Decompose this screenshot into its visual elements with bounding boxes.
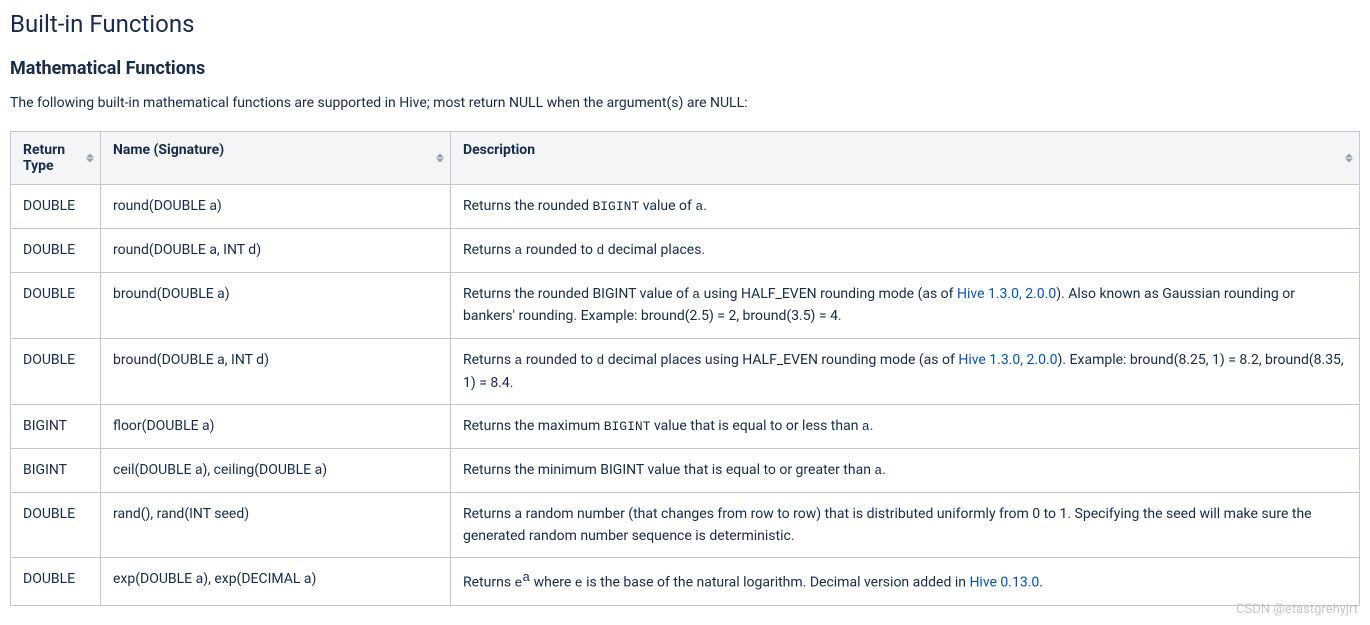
table-body: DOUBLEround(DOUBLE a)Returns the rounded… <box>11 185 1360 606</box>
cell-name: bround(DOUBLE a, INT d) <box>101 338 451 404</box>
inline-code: d <box>596 243 604 258</box>
page-title: Built-in Functions <box>10 10 1360 38</box>
inline-code: a <box>874 463 882 478</box>
inline-code: a <box>515 353 523 368</box>
cell-description: Returns the minimum BIGINT value that is… <box>451 448 1360 492</box>
table-row: BIGINTfloor(DOUBLE a)Returns the maximum… <box>11 404 1360 448</box>
sort-icon <box>86 154 94 163</box>
cell-name: exp(DOUBLE a), exp(DECIMAL a) <box>101 558 451 605</box>
column-label: Return Type <box>23 142 65 174</box>
cell-return-type: DOUBLE <box>11 338 101 404</box>
cell-return-type: DOUBLE <box>11 492 101 558</box>
cell-return-type: DOUBLE <box>11 272 101 338</box>
table-row: DOUBLEround(DOUBLE a)Returns the rounded… <box>11 185 1360 229</box>
cell-description: Returns ea where e is the base of the na… <box>451 558 1360 605</box>
watermark: CSDN @etastgrehyjrt <box>1236 602 1358 617</box>
inline-code: BIGINT <box>592 199 639 214</box>
cell-description: Returns a random number (that changes fr… <box>451 492 1360 558</box>
table-row: BIGINTceil(DOUBLE a), ceiling(DOUBLE a)R… <box>11 448 1360 492</box>
inline-code: a <box>692 287 700 302</box>
section-title: Mathematical Functions <box>10 58 1360 79</box>
sort-icon <box>1345 154 1353 163</box>
cell-return-type: DOUBLE <box>11 558 101 605</box>
inline-code: a <box>515 243 523 258</box>
version-link[interactable]: Hive 1.3.0, 2.0.0 <box>957 286 1056 302</box>
cell-description: Returns the maximum BIGINT value that is… <box>451 404 1360 448</box>
cell-description: Returns a rounded to d decimal places. <box>451 228 1360 272</box>
version-link[interactable]: Hive 1.3.0, 2.0.0 <box>958 352 1057 368</box>
inline-code: BIGINT <box>604 419 651 434</box>
column-return-type[interactable]: Return Type <box>11 132 101 185</box>
table-row: DOUBLEround(DOUBLE a, INT d)Returns a ro… <box>11 228 1360 272</box>
column-label: Name (Signature) <box>113 142 224 158</box>
cell-name: rand(), rand(INT seed) <box>101 492 451 558</box>
superscript: a <box>522 573 530 584</box>
cell-return-type: DOUBLE <box>11 185 101 229</box>
functions-table: Return Type Name (Signature) Description… <box>10 131 1360 606</box>
cell-name: round(DOUBLE a) <box>101 185 451 229</box>
table-row: DOUBLErand(), rand(INT seed)Returns a ra… <box>11 492 1360 558</box>
cell-description: Returns a rounded to d decimal places us… <box>451 338 1360 404</box>
table-row: DOUBLEbround(DOUBLE a, INT d)Returns a r… <box>11 338 1360 404</box>
inline-code: d <box>596 353 604 368</box>
intro-text: The following built-in mathematical func… <box>10 95 1360 111</box>
column-label: Description <box>463 142 535 158</box>
column-name[interactable]: Name (Signature) <box>101 132 451 185</box>
cell-name: floor(DOUBLE a) <box>101 404 451 448</box>
column-description[interactable]: Description <box>451 132 1360 185</box>
cell-name: ceil(DOUBLE a), ceiling(DOUBLE a) <box>101 448 451 492</box>
cell-name: bround(DOUBLE a) <box>101 272 451 338</box>
cell-return-type: BIGINT <box>11 448 101 492</box>
version-link[interactable]: Hive 0.13.0 <box>969 575 1039 591</box>
table-row: DOUBLEbround(DOUBLE a)Returns the rounde… <box>11 272 1360 338</box>
inline-code: e <box>575 576 583 591</box>
cell-description: Returns the rounded BIGINT value of a us… <box>451 272 1360 338</box>
inline-code: a <box>862 419 870 434</box>
cell-return-type: DOUBLE <box>11 228 101 272</box>
sort-icon <box>436 154 444 163</box>
table-row: DOUBLEexp(DOUBLE a), exp(DECIMAL a)Retur… <box>11 558 1360 605</box>
table-header-row: Return Type Name (Signature) Description <box>11 132 1360 185</box>
cell-description: Returns the rounded BIGINT value of a. <box>451 185 1360 229</box>
inline-code: a <box>695 199 703 214</box>
cell-return-type: BIGINT <box>11 404 101 448</box>
cell-name: round(DOUBLE a, INT d) <box>101 228 451 272</box>
